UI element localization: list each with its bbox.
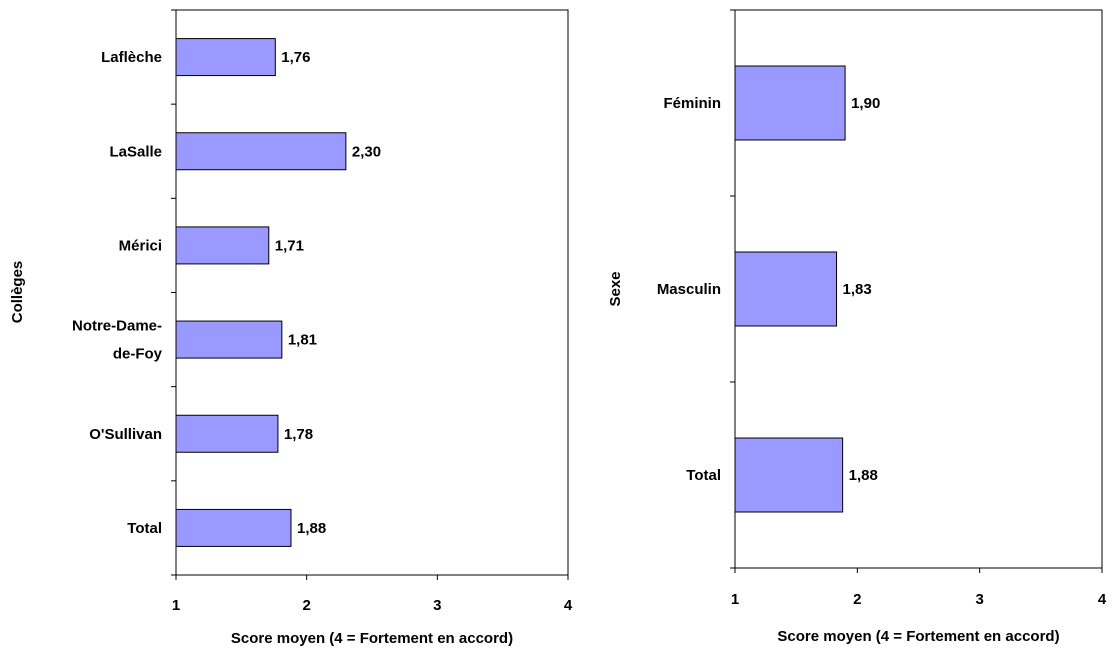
bar-notre-dame-de-foy <box>175 320 283 359</box>
bar-merici <box>175 226 270 265</box>
data-label: 1,76 <box>281 49 310 66</box>
category-label: Mérici <box>119 237 162 254</box>
college-chart: 1 2 3 4 1,76 Laflèche 2,30 LaSalle 1,71 Mérici 1,8… <box>9 9 573 647</box>
x-tick-label: 4 <box>564 597 573 614</box>
x-tick-label: 3 <box>433 597 441 614</box>
bar-total <box>175 508 292 547</box>
bar-masculin <box>734 251 838 327</box>
data-label: 1,88 <box>297 520 326 537</box>
data-label: 1,78 <box>284 426 313 443</box>
x-tick-label: 1 <box>172 597 180 614</box>
category-label: O'Sullivan <box>89 426 162 443</box>
x-tick-label: 3 <box>975 591 983 608</box>
x-tick-label: 2 <box>853 591 861 608</box>
bar-feminin <box>734 65 846 141</box>
bar-lafleche <box>175 38 276 77</box>
category-label: Total <box>127 520 162 537</box>
data-label: 1,81 <box>288 332 317 349</box>
x-tick-label: 1 <box>731 591 739 608</box>
data-label: 1,88 <box>849 467 878 484</box>
bar-o-sullivan <box>175 414 279 453</box>
x-tick-label: 2 <box>302 597 310 614</box>
y-axis-label: Sexe <box>607 271 624 306</box>
y-axis-label: Collèges <box>9 261 26 324</box>
data-label: 2,30 <box>352 143 381 160</box>
category-label: Laflèche <box>101 49 162 66</box>
category-label: Masculin <box>657 281 721 298</box>
category-label: Total <box>686 467 721 484</box>
plot-area <box>175 9 569 576</box>
data-label: 1,90 <box>851 95 880 112</box>
bar-lasalle <box>175 132 347 171</box>
x-axis-label: Score moyen (4 = Fortement en accord) <box>231 630 513 647</box>
data-label: 1,71 <box>275 237 304 254</box>
x-axis-label: Score moyen (4 = Fortement en accord) <box>777 628 1059 645</box>
bar-total <box>734 437 844 513</box>
x-tick-label: 4 <box>1098 591 1107 608</box>
sex-chart: 1 2 3 4 1,90 Féminin 1,83 Masculin 1,88 Total Scor… <box>607 9 1107 645</box>
category-label: Féminin <box>663 95 721 112</box>
category-label: LaSalle <box>109 143 162 160</box>
data-label: 1,83 <box>843 281 872 298</box>
category-label: Notre-Dame-de-Foy <box>72 318 163 363</box>
